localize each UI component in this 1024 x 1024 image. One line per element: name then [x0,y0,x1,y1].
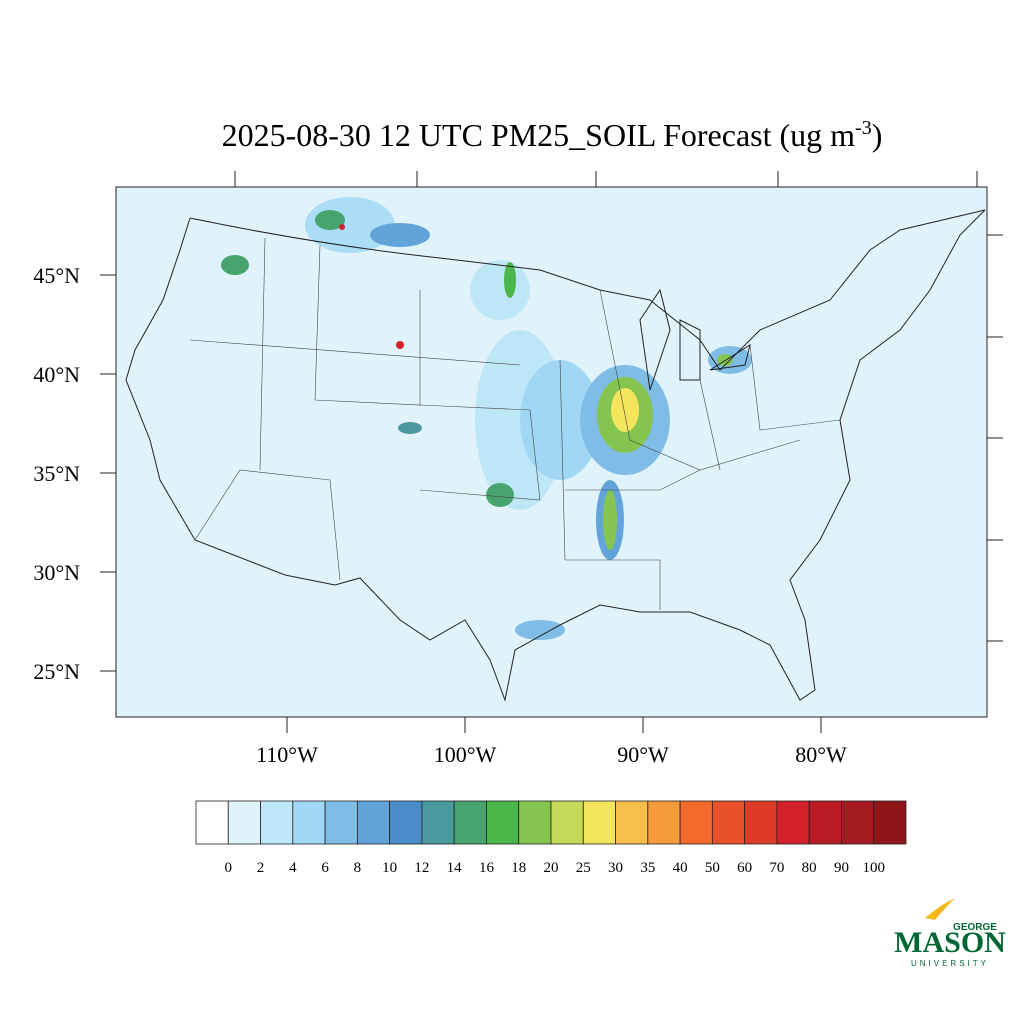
colorbar-label: 20 [544,860,559,876]
colorbar-label: 10 [382,860,397,876]
colorbar-label: 70 [769,860,784,876]
colorbar-box [453,800,487,845]
colorbar-box [260,800,294,845]
colorbar-label: 0 [225,860,233,876]
title: 2025-08-30 12 UTC PM25_SOIL Forecast (ug… [222,117,883,153]
colorbar-box [356,800,391,845]
colorbar-box [679,800,713,845]
colorbar-box [389,800,423,845]
colorbar-box [808,800,842,845]
title-superscript: -3 [855,117,872,139]
colorbar-box [195,800,229,845]
lat-label: 45°N [33,263,80,288]
colorbar-box [486,800,520,845]
colorbar-label: 12 [414,860,429,876]
title-main: 2025-08-30 12 UTC PM25_SOIL Forecast (ug… [222,117,856,153]
colorbar-box [324,800,358,845]
colorbar-label: 35 [640,860,655,876]
colorbar-box [615,800,649,845]
lat-label: 40°N [33,362,80,387]
colorbar-box [227,800,261,845]
lon-label: 90°W [617,742,669,767]
colorbar-label: 40 [673,860,688,876]
colorbar-box [873,800,907,845]
colorbar-box [550,800,584,845]
field [221,197,752,640]
colorbar-label: 6 [321,860,329,876]
colorbar-box [582,800,616,845]
title-end: ) [872,117,883,153]
lat-label: 25°N [33,659,80,684]
colorbar-box [421,800,455,845]
logo-bottom: UNIVERSITY [911,959,989,968]
colorbar-label: 18 [511,860,526,876]
lon-label: 80°W [795,742,847,767]
colorbar-box [744,800,778,845]
colorbar-label: 4 [289,860,297,876]
lat-label: 30°N [33,560,80,585]
colorbar-label: 2 [257,860,265,876]
colorbar-label: 90 [834,860,849,876]
colorbar-box [518,800,552,845]
logo-top: GEORGE [953,922,997,933]
colorbar-label: 60 [737,860,752,876]
colorbar-box [647,800,681,845]
colorbar-label: 100 [862,860,885,876]
colorbar-box [841,800,875,845]
colorbar-box [292,800,326,845]
outline [125,209,986,702]
colorbar-label: 50 [705,860,720,876]
logo: GEORGE MASON UNIVERSITY [894,898,1006,968]
colorbar-label: 25 [576,860,591,876]
colorbar-box [711,800,746,845]
logo-main: MASON [894,926,1006,959]
lon-label: 100°W [434,742,497,767]
colorbar-box [776,800,810,845]
colorbar-label: 14 [447,860,463,876]
lon-label: 110°W [256,742,318,767]
colorbar-label: 80 [802,860,817,876]
colorbar-label: 30 [608,860,623,876]
colorbar-label: 8 [354,860,362,876]
lat-label: 35°N [33,461,80,486]
colorbar-label: 16 [479,860,495,876]
